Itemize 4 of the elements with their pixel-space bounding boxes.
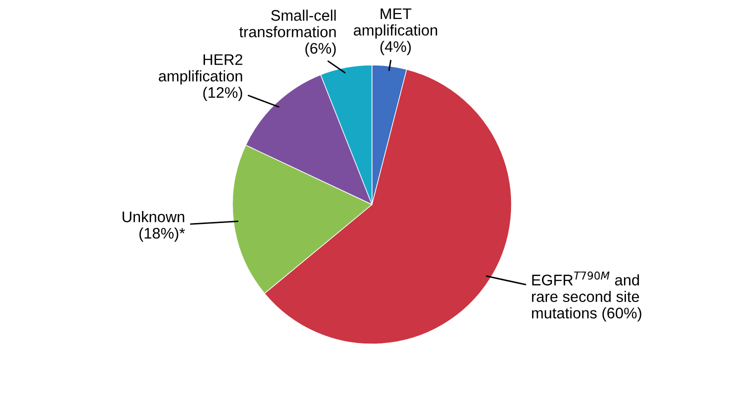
slice-label: Unknown (18%)*: [122, 211, 185, 242]
slice-label: EGFR$^{T790M}$ and rare second site mutations (60%): [532, 272, 642, 322]
slice-label: MET amplification (4%): [354, 8, 438, 56]
slice-label: HER2 amplification (12%): [158, 54, 242, 101]
